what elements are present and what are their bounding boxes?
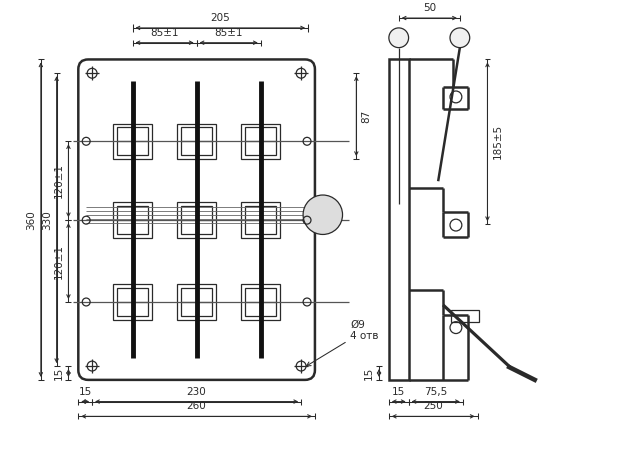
Text: 330: 330 <box>42 210 51 229</box>
Circle shape <box>303 195 342 235</box>
Bar <box>177 284 216 320</box>
Text: 75,5: 75,5 <box>424 387 447 397</box>
Bar <box>117 288 148 316</box>
Text: 360: 360 <box>26 210 36 229</box>
Text: 15: 15 <box>392 387 405 397</box>
Bar <box>113 284 153 320</box>
Text: 15: 15 <box>53 366 63 380</box>
Text: Ø9
4 отв: Ø9 4 отв <box>306 320 379 366</box>
Text: 185±5: 185±5 <box>492 124 502 159</box>
Circle shape <box>450 28 470 47</box>
Bar <box>241 203 280 238</box>
Bar <box>113 203 153 238</box>
Bar <box>245 288 277 316</box>
Bar <box>117 127 148 155</box>
Bar <box>117 206 148 234</box>
Text: 230: 230 <box>187 387 206 397</box>
Bar <box>241 284 280 320</box>
Text: 15: 15 <box>79 387 92 397</box>
Bar <box>113 124 153 159</box>
Text: 15: 15 <box>364 366 374 380</box>
Bar <box>181 206 213 234</box>
Bar <box>181 288 213 316</box>
Bar <box>241 124 280 159</box>
Bar <box>181 127 213 155</box>
Text: 260: 260 <box>187 401 206 411</box>
Text: 120±1: 120±1 <box>53 163 63 198</box>
Bar <box>245 206 277 234</box>
Text: 87: 87 <box>361 110 371 123</box>
Bar <box>177 203 216 238</box>
Bar <box>389 59 409 380</box>
Text: 120±1: 120±1 <box>53 243 63 279</box>
Bar <box>451 310 479 321</box>
Text: 50: 50 <box>423 3 436 13</box>
Text: 205: 205 <box>210 13 230 23</box>
Text: 85±1: 85±1 <box>215 28 243 38</box>
Text: 250: 250 <box>423 401 443 411</box>
Circle shape <box>389 28 409 47</box>
Bar <box>177 124 216 159</box>
Bar <box>245 127 277 155</box>
Text: 85±1: 85±1 <box>150 28 179 38</box>
